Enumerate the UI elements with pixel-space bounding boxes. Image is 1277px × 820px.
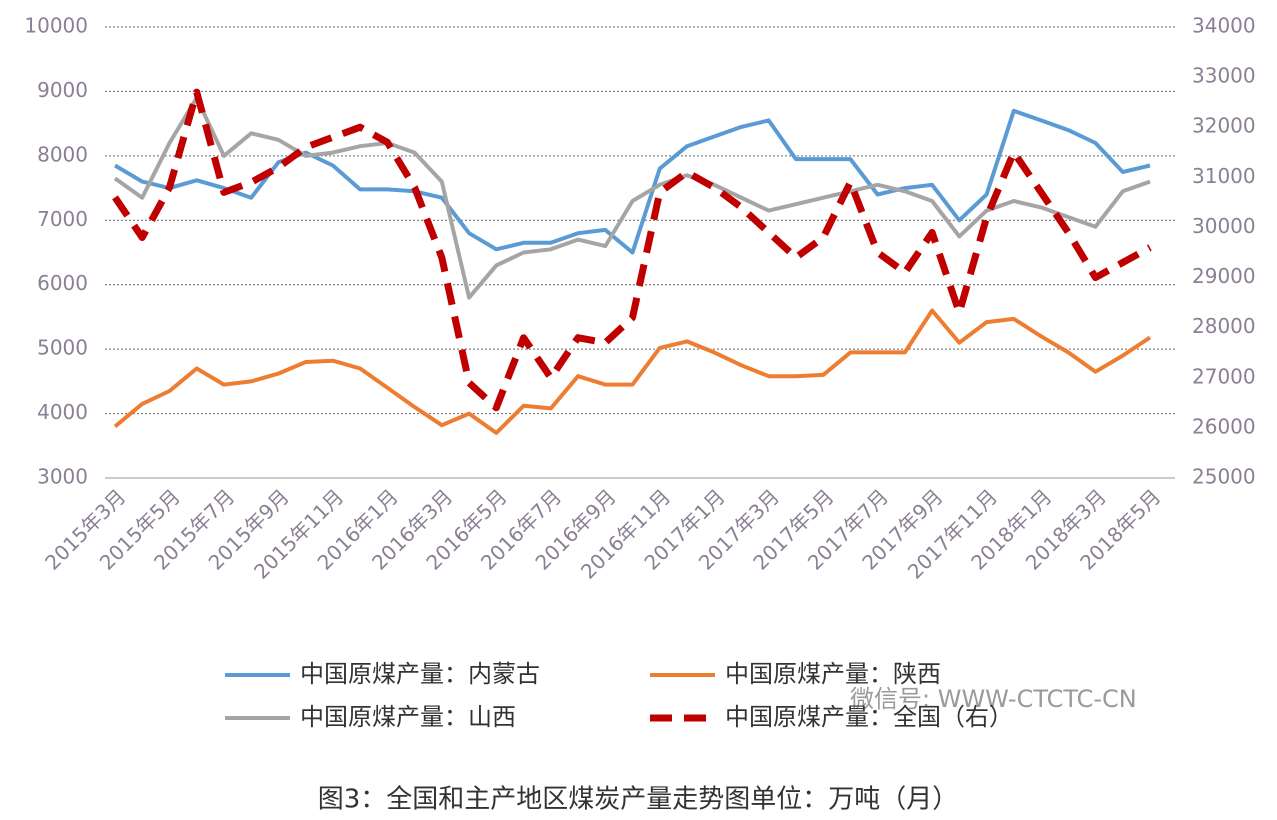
y-tick-label: 10000 <box>24 14 88 38</box>
y2-tick-label: 26000 <box>1192 414 1256 438</box>
y2-tick-label: 30000 <box>1192 214 1256 238</box>
legend-label: 中国原煤产量：内蒙古 <box>300 660 540 688</box>
y2-tick-label: 34000 <box>1192 14 1256 38</box>
legend-label: 中国原煤产量：山西 <box>300 703 516 731</box>
caption: 图3：全国和主产地区煤炭产量走势图单位：万吨（月） <box>318 785 959 815</box>
y-tick-label: 7000 <box>37 207 88 231</box>
y-tick-label: 9000 <box>37 78 88 102</box>
legend-label: 中国原煤产量：全国（右） <box>725 703 1013 731</box>
y2-tick-label: 29000 <box>1192 264 1256 288</box>
watermark: 微信号: WWW-CTCTC-CN <box>850 685 1137 713</box>
series-line <box>113 95 1151 300</box>
series-line <box>112 88 1152 412</box>
y2-tick-label: 28000 <box>1192 314 1256 338</box>
series-line <box>113 108 1151 255</box>
y2-tick-label: 31000 <box>1192 164 1256 188</box>
y-tick-label: 8000 <box>37 142 88 166</box>
y-tick-label: 5000 <box>37 336 88 360</box>
legend-label: 中国原煤产量：陕西 <box>725 660 941 688</box>
y2-tick-label: 33000 <box>1192 64 1256 88</box>
series-line <box>113 308 1152 435</box>
y-tick-label: 3000 <box>37 465 88 489</box>
y2-tick-label: 27000 <box>1192 364 1256 388</box>
y2-tick-label: 32000 <box>1192 114 1256 138</box>
y-tick-label: 6000 <box>37 271 88 295</box>
y2-tick-label: 25000 <box>1192 465 1256 489</box>
y-tick-label: 4000 <box>37 400 88 424</box>
